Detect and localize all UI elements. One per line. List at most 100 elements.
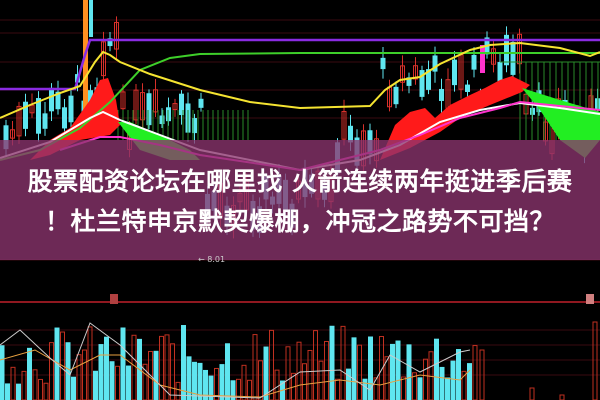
volume-bar [472,345,478,400]
candle-body [480,45,485,73]
volume-bar [219,364,225,400]
volume-bar [357,344,362,400]
volume-bars [0,321,598,400]
green-histogram [117,61,600,140]
volume-bar [203,369,208,400]
candle-body [432,55,438,72]
indicator-marker-left [110,294,118,304]
candle-body [42,113,48,129]
volume-bar [406,344,412,400]
volume-bar [439,366,445,400]
volume-bar [329,325,335,400]
volume-bar [230,380,236,400]
volume-bar [49,342,54,400]
candle-body [341,111,347,140]
volume-bar [98,344,104,400]
volume-bar [479,349,485,400]
candle-body [62,107,67,129]
volume-bar [379,336,384,400]
candle-body [426,69,431,90]
volume-bar [43,382,49,400]
volume-bar [423,358,428,400]
candle-body [198,98,204,108]
volume-bar [120,327,126,400]
volume-bar [340,325,346,400]
volume-bar [5,383,10,400]
volume-bar [241,364,247,400]
volume-bar [456,349,461,400]
volume-ma-line [0,349,471,398]
candle-body [491,48,496,65]
candle-body [153,89,158,113]
candle-body [55,91,61,110]
volume-bar [109,361,115,400]
volume-bar [60,331,65,400]
candle-body [49,87,54,112]
volume-bar [115,365,120,400]
yellow-ma-line [0,41,600,119]
volume-bar [335,378,340,400]
volume-bar [529,387,535,400]
volume-bar [159,335,164,400]
candle-body [120,91,126,110]
volume-bar [87,326,93,400]
volume-bar [142,363,148,400]
volume-bar [592,321,598,400]
volume-bar [450,360,456,400]
volume-bar [186,356,192,400]
volume-bar [368,336,373,400]
volume-bar [236,378,241,400]
volume-bar [21,370,27,400]
candle-body [380,57,386,70]
candle-body [471,54,477,70]
volume-bar [104,336,109,400]
candle-body [114,21,119,50]
volume-bar [445,377,450,400]
volume-bar [93,370,98,400]
volume-bar [164,334,170,400]
volume-bar [417,377,423,400]
volume-bar [0,345,5,400]
candle-body [29,104,35,114]
candle-body [393,86,399,105]
volume-bar [71,376,76,400]
candle-body [510,41,516,75]
candle-body [413,65,418,80]
candle-body [16,105,22,137]
volume-bar [362,378,368,400]
candle-body [452,59,457,86]
volume-bar [263,346,269,400]
headline[interactable]: 股票配资论坛在哪里找 火箭连续两年挺进季后赛 ！杜兰特申京默契爆棚，冲冠之路势不… [0,162,600,242]
purple-line [0,38,600,91]
candle-body [504,34,509,66]
candle-body [159,115,165,125]
volume-bar [395,340,401,400]
volume-bar [434,338,439,400]
candle-body [179,93,184,116]
candle-body [10,129,15,139]
volume-bar [296,341,302,400]
candle-body [439,88,444,101]
volume-bar [126,365,131,400]
candle-body [133,89,139,121]
volume-bar [302,363,307,400]
volume-bar [467,363,472,400]
candle-body [89,0,93,37]
volume-bar [153,350,159,400]
volume-bar [38,378,43,400]
volume-bar [175,381,181,400]
volume-bar [214,367,219,400]
volume-bar [27,347,32,400]
volume-bar [16,383,21,400]
volume-bar [258,360,263,400]
candle-body [68,95,74,123]
volume-bar [197,362,203,400]
volume-bar [252,334,258,400]
candle-body [400,65,405,83]
volume-bar [318,360,324,400]
volume-bar [181,325,186,400]
volume-bar [269,329,274,400]
candle-body [36,98,41,134]
volume-bar [313,330,318,400]
volume-bar [10,366,16,400]
